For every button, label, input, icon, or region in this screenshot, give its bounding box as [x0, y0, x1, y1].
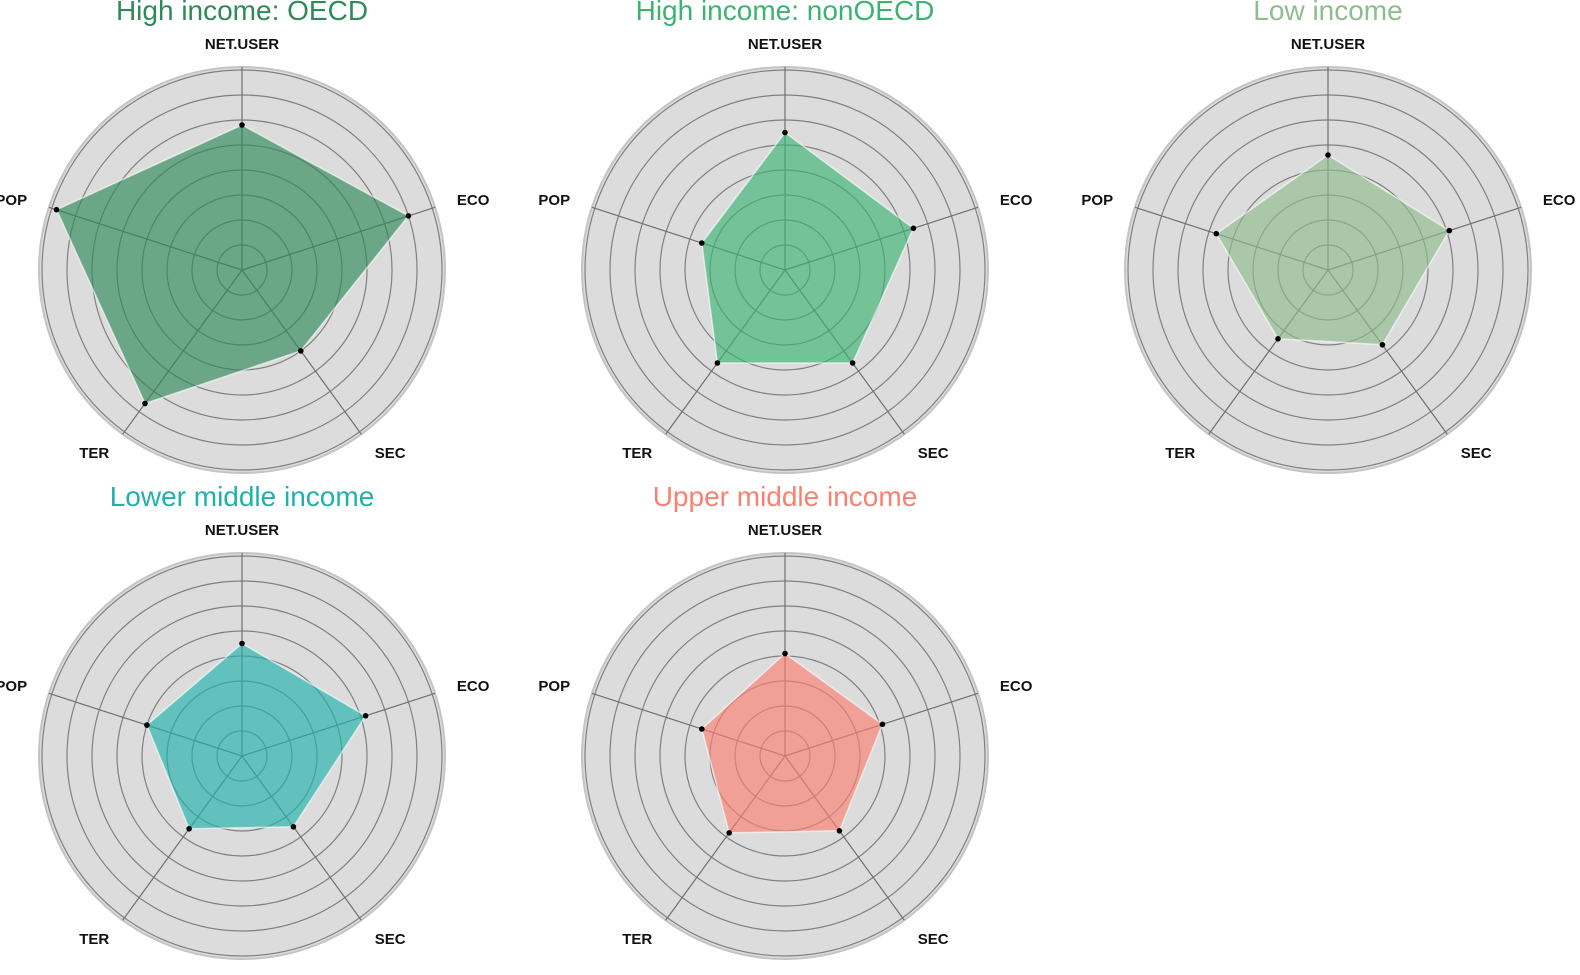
axis-label-sec: SEC — [918, 445, 949, 462]
data-point-ter — [1275, 336, 1281, 342]
axis-label-eco: ECO — [1000, 678, 1033, 695]
axis-label-net-user: NET.USER — [748, 522, 822, 539]
axis-label-sec: SEC — [375, 445, 406, 462]
axis-label-pop: POP — [0, 192, 27, 209]
radar-panel-high-income-oecd: NET.USER ECO SEC TER POP High income: OECD — [0, 0, 490, 474]
radar-panel-low-income: NET.USER ECO SEC TER POP Low income — [1081, 0, 1576, 474]
data-area — [701, 131, 915, 364]
data-point-net-user — [239, 640, 245, 647]
data-point-ter — [142, 400, 148, 407]
axis-label-eco: ECO — [457, 192, 490, 209]
axis-label-ter: TER — [1165, 445, 1195, 462]
data-point-ter — [186, 826, 192, 832]
axis-label-net-user: NET.USER — [1291, 36, 1365, 53]
data-point-ter — [726, 830, 732, 836]
data-area — [700, 652, 884, 834]
data-area — [1215, 154, 1451, 346]
data-point-sec — [836, 828, 843, 834]
data-point-net-user — [1325, 152, 1331, 158]
data-point-eco — [405, 213, 412, 219]
data-point-net-user — [782, 650, 788, 657]
data-point-sec — [849, 360, 856, 366]
data-point-eco — [362, 713, 369, 719]
axis-label-ter: TER — [622, 931, 652, 948]
data-point-sec — [1379, 342, 1386, 348]
panel-title: Upper middle income — [653, 481, 918, 512]
axis-label-ter: TER — [79, 445, 109, 462]
panel-title: High income: nonOECD — [636, 0, 935, 26]
data-point-sec — [298, 348, 304, 354]
axis-label-pop: POP — [538, 192, 570, 209]
axis-label-net-user: NET.USER — [205, 36, 279, 53]
data-point-net-user — [239, 122, 245, 128]
axis-label-net-user: NET.USER — [205, 522, 279, 539]
axis-label-pop: POP — [538, 678, 570, 695]
data-point-eco — [910, 225, 917, 232]
data-point-eco — [879, 721, 886, 728]
radar-panel-high-income-nonoecd: NET.USER ECO SEC TER POP High income: nonOECD — [538, 0, 1033, 474]
data-point-net-user — [782, 129, 788, 136]
panel-title: Low income — [1253, 0, 1402, 26]
axis-label-ter: TER — [79, 931, 109, 948]
axis-label-eco: ECO — [1000, 192, 1033, 209]
axis-label-eco: ECO — [457, 678, 490, 695]
data-point-pop — [144, 722, 150, 728]
data-point-eco — [1446, 227, 1453, 234]
data-point-ter — [714, 360, 721, 366]
radar-panel-upper-middle-income: NET.USER ECO SEC TER POP Upper middle income — [538, 481, 1033, 960]
data-area — [146, 642, 367, 830]
data-point-pop — [699, 726, 705, 732]
axis-label-sec: SEC — [375, 931, 406, 948]
axis-label-ter: TER — [622, 445, 652, 462]
panel-title: High income: OECD — [116, 0, 368, 26]
axis-label-sec: SEC — [1461, 445, 1492, 462]
axis-label-sec: SEC — [918, 931, 949, 948]
panel-title: Lower middle income — [110, 481, 375, 512]
data-point-pop — [53, 206, 60, 213]
axis-label-eco: ECO — [1543, 192, 1576, 209]
axis-label-pop: POP — [1081, 192, 1113, 209]
radar-panel-lower-middle-income: NET.USER ECO SEC TER POP Lower middle income — [0, 481, 490, 960]
data-area — [55, 124, 410, 405]
data-point-sec — [290, 824, 297, 830]
data-point-pop — [699, 240, 705, 246]
data-point-pop — [1213, 230, 1220, 237]
axis-label-pop: POP — [0, 678, 27, 695]
axis-label-net-user: NET.USER — [748, 36, 822, 53]
